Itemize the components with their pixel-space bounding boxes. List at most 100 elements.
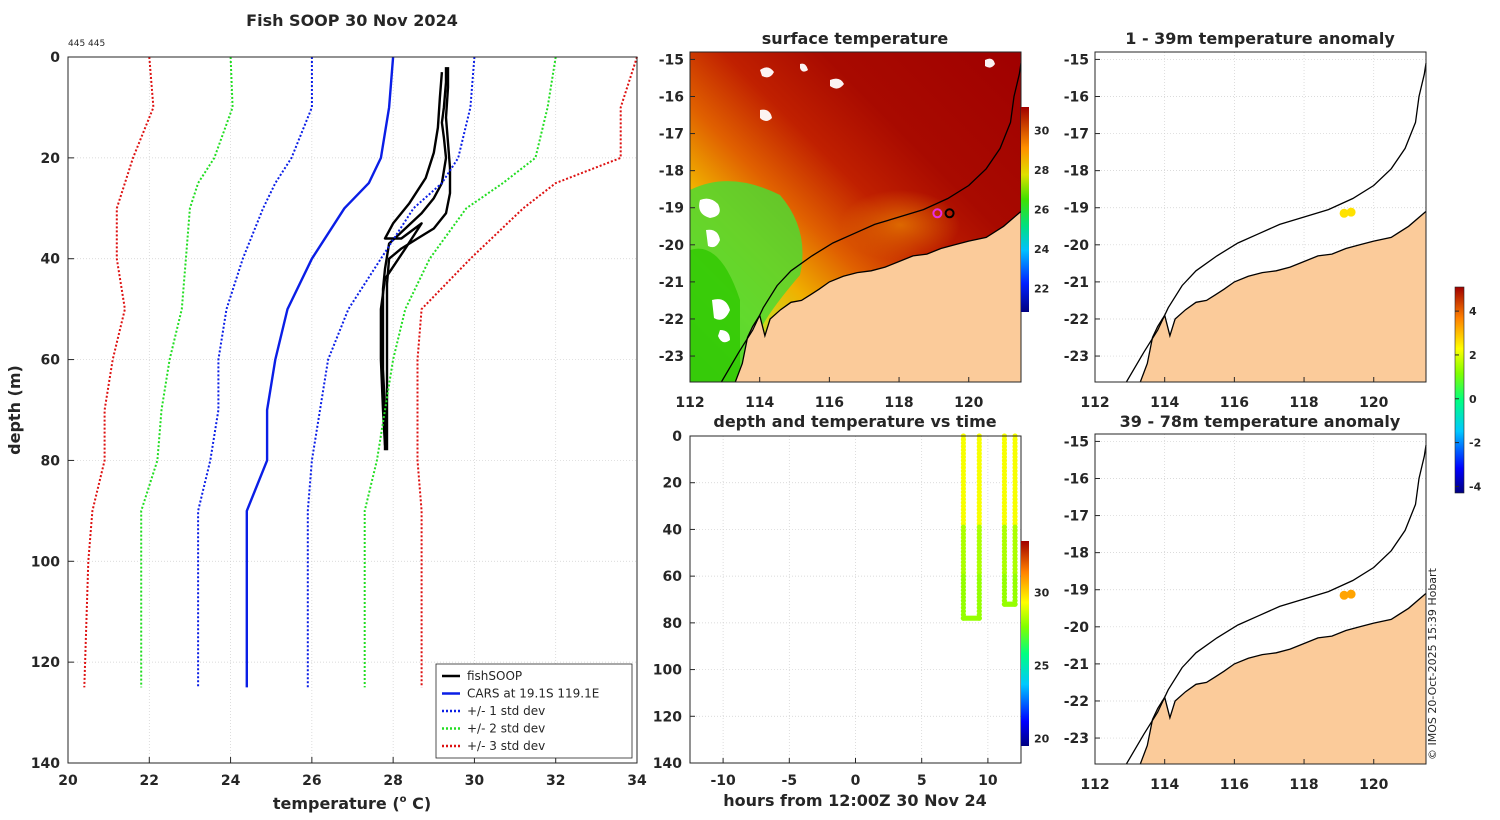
map-xtick-label: 114 (1150, 395, 1179, 411)
profile-series-line (306, 56, 476, 688)
depth-time-grid (690, 435, 1021, 764)
anomaly-point (1346, 207, 1356, 217)
profile-series-line (197, 57, 313, 688)
map-ytick-label: -22 (659, 312, 684, 328)
profile-xtick-label: 20 (58, 773, 78, 789)
profile-ytick-label: 100 (31, 554, 60, 570)
shelf-contour (720, 63, 1021, 382)
anomaly-colorbar-label: 4 (1469, 305, 1477, 318)
depth-time-xtick-label: 5 (917, 773, 927, 789)
profile-series-line (245, 56, 395, 688)
depth-time-title: depth and temperature vs time (713, 412, 996, 431)
legend-label: fishSOOP (467, 669, 522, 683)
anomaly-colorbar (1454, 286, 1465, 494)
profile-series-line (140, 56, 234, 688)
map-ytick-label: -22 (1064, 694, 1089, 710)
map-ytick-label: -18 (659, 164, 684, 180)
cast-marker (944, 208, 955, 219)
depth-time-casts (960, 433, 1018, 621)
depth-time-xlabel: hours from 12:00Z 30 Nov 24 (723, 791, 986, 810)
profile-ytick-label: 60 (41, 353, 61, 369)
profile-series-line (416, 56, 638, 688)
depth-time-ytick-label: 100 (653, 663, 682, 679)
legend-label: +/- 3 std dev (467, 739, 545, 753)
map-xtick-label: 116 (1220, 395, 1249, 411)
sst-colorbar-label: 26 (1034, 204, 1050, 217)
map-ytick-label: -23 (659, 349, 684, 365)
depth-time-xtick-label: 0 (851, 773, 861, 789)
anomaly-colorbar-label: -2 (1469, 437, 1481, 450)
map-xtick-label: 118 (884, 395, 913, 411)
profile-series-line (379, 72, 444, 446)
legend-label: CARS at 19.1S 119.1E (467, 687, 599, 701)
map-xtick-label: 120 (1359, 777, 1388, 793)
anomaly-upper-shelf (1125, 63, 1427, 383)
anomaly-lower-land (1140, 593, 1426, 764)
warm-anomaly (840, 190, 960, 260)
anomaly-lower-frame (1094, 433, 1427, 765)
sst-title: surface temperature (762, 29, 949, 48)
depth-time-ytick-label: 120 (653, 709, 682, 725)
anomaly-lower-map: 39 - 78m temperature anomaly 112 114 116 11… (1064, 412, 1427, 793)
map-xtick-label: 114 (1150, 777, 1179, 793)
sst-ticks: 112 114 116 118 120 -15 -16 -17 -18 -19 -20 -21 -22 -… (659, 52, 984, 411)
cloud-mask (699, 198, 730, 343)
profile-series-line (385, 67, 452, 451)
map-xtick-label: 120 (1359, 395, 1388, 411)
profile-xtick-label: 32 (546, 773, 565, 789)
depth-time-ytick-label: 60 (663, 569, 683, 585)
depth-time-ytick-label: 40 (663, 522, 683, 538)
anomaly-upper-map: 1 - 39m temperature anomaly 112 114 116 118… (1064, 29, 1427, 411)
land (735, 211, 1021, 382)
sst-colorbar-ticks: 22 24 26 28 30 (1034, 125, 1050, 296)
credit-text: © IMOS 20-Oct-2025 15:39 Hobart (1426, 567, 1439, 760)
anomaly-upper-frame (1094, 51, 1427, 383)
profile-xtick-label: 28 (383, 773, 402, 789)
legend-box (435, 663, 633, 759)
map-ytick-label: -20 (659, 238, 685, 254)
profile-ytick-label: 120 (31, 655, 60, 671)
depth-time-ytick-label: 140 (653, 756, 682, 772)
depth-time-frame (689, 435, 1022, 764)
map-ytick-label: -19 (659, 201, 684, 217)
map-ytick-label: -21 (1064, 275, 1089, 291)
map-xtick-label: 112 (1080, 395, 1109, 411)
map-ytick-label: -19 (1064, 583, 1089, 599)
map-xtick-label: 116 (1220, 777, 1249, 793)
map-ytick-label: -23 (1064, 349, 1089, 365)
depth-time-colorbar-label: 20 (1034, 733, 1050, 746)
coastline (734, 210, 1021, 382)
anomaly-colorbar-label: 2 (1469, 349, 1477, 362)
anomaly-lower-ticks: 112 114 116 118 120 -15 -16 -17 -18 -19 -20 -21 -22 -… (1064, 434, 1389, 793)
anomaly-point (1339, 590, 1349, 600)
depth-time-ytick-label: 20 (663, 476, 683, 492)
legend-label: +/- 1 std dev (467, 704, 545, 718)
anomaly-upper-ticks: 112 114 116 118 120 -15 -16 -17 -18 -19 -20 -21 -22 -… (1064, 52, 1389, 411)
cast-marker (932, 208, 943, 219)
profile-legend: fishSOOP CARS at 19.1S 119.1E +/- 1 std de… (435, 663, 633, 759)
anomaly-colorbar-label: -4 (1469, 480, 1482, 493)
anomaly-lower-title: 39 - 78m temperature anomaly (1120, 412, 1401, 431)
depth-time-xtick-label: 10 (978, 773, 998, 789)
sst-colorbar-label: 28 (1034, 164, 1049, 177)
map-ytick-label: -16 (1064, 471, 1089, 487)
depth-time-colorbar-label: 25 (1034, 659, 1049, 672)
depth-time-ytick-label: 80 (663, 616, 683, 632)
profile-series (83, 56, 638, 688)
sst-colorbar-label: 30 (1034, 125, 1050, 138)
map-ytick-label: -19 (1064, 201, 1089, 217)
map-ytick-label: -16 (1064, 89, 1089, 105)
anomaly-upper-points (1339, 207, 1356, 218)
anomaly-point (1346, 589, 1356, 599)
map-ytick-label: -21 (1064, 657, 1089, 673)
map-ytick-label: -21 (659, 275, 684, 291)
profile-ytick-label: 140 (31, 756, 60, 772)
profile-chart: Fish SOOP 30 Nov 2024 445 445 20 22 24 26 28… (5, 11, 647, 813)
anomaly-lower-shelf (1125, 445, 1427, 765)
map-ytick-label: -20 (1064, 238, 1090, 254)
sst-colorbar-label: 22 (1034, 282, 1049, 295)
sst-map: surface temperature 112 114 116 118 120 -15 -1… (659, 29, 1050, 411)
map-ytick-label: -18 (1064, 546, 1089, 562)
